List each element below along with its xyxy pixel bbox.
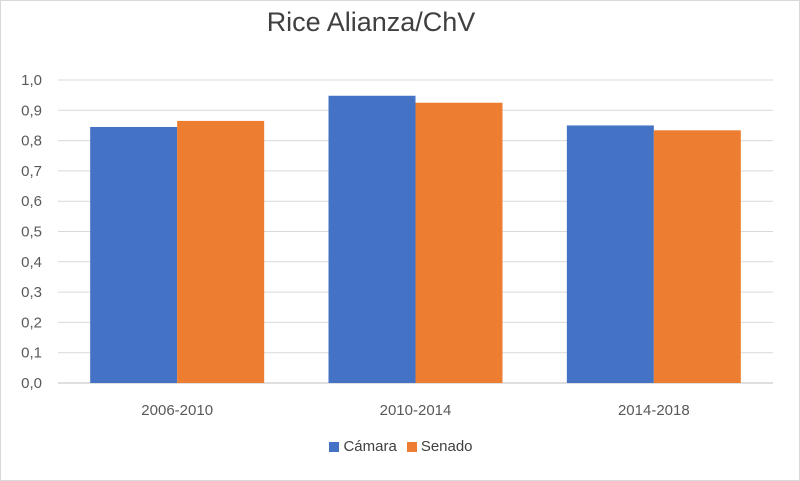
bar-c-mara-2014-2018 <box>566 125 654 383</box>
legend-label: Cámara <box>343 438 397 455</box>
bar-senado-2014-2018 <box>653 130 741 383</box>
y-tick-label: 0,5 <box>21 224 42 241</box>
bar-c-mara-2006-2010 <box>90 126 178 383</box>
x-tick-label: 2006-2010 <box>141 402 213 419</box>
y-tick-label: 0,0 <box>21 375 42 392</box>
y-tick-label: 0,1 <box>21 345 42 362</box>
chart-legend: Cámara Senado <box>1 438 800 455</box>
legend-swatch <box>406 441 417 452</box>
y-tick-label: 1,0 <box>21 72 42 89</box>
y-tick-label: 0,6 <box>21 193 42 210</box>
x-tick-label: 2010-2014 <box>380 402 452 419</box>
bar-senado-2010-2014 <box>415 102 503 383</box>
bar-senado-2006-2010 <box>177 120 265 383</box>
y-tick-label: 0,7 <box>21 163 42 180</box>
y-tick-label: 0,2 <box>21 314 42 331</box>
legend-swatch <box>329 441 340 452</box>
chart-title: Rice Alianza/ChV <box>266 7 476 37</box>
legend-entry: Senado <box>406 438 473 455</box>
legend-entry: Cámara <box>329 438 397 455</box>
y-tick-label: 0,8 <box>21 133 42 150</box>
y-tick-label: 0,9 <box>21 102 42 119</box>
x-tick-label: 2014-2018 <box>618 402 690 419</box>
y-tick-label: 0,3 <box>21 284 42 301</box>
bar-c-mara-2010-2014 <box>328 95 416 384</box>
y-tick-label: 0,4 <box>21 254 42 271</box>
legend-label: Senado <box>420 438 473 455</box>
